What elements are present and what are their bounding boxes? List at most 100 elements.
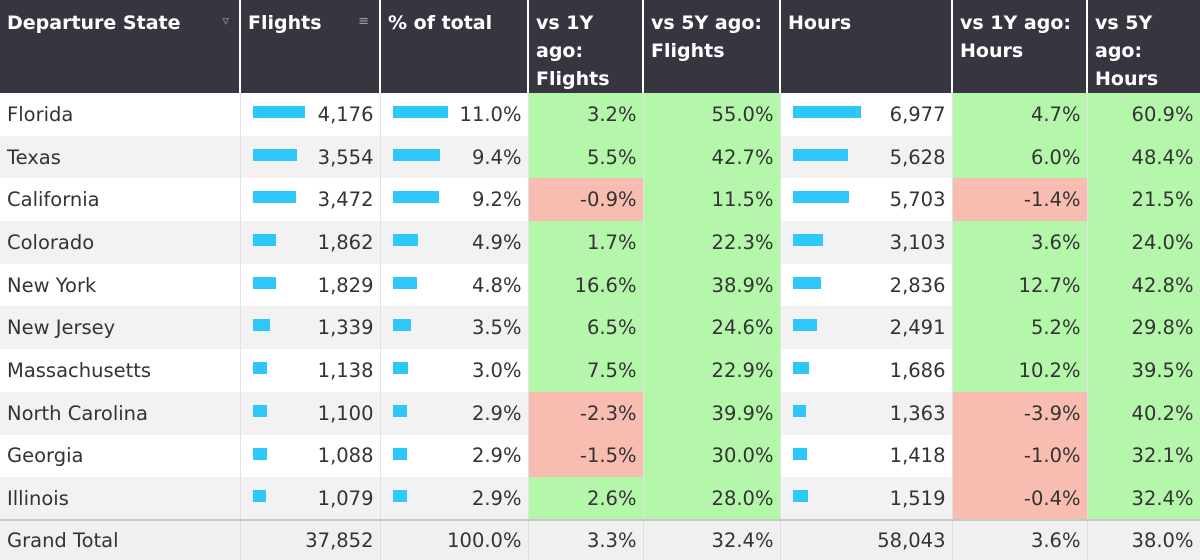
vs5y-flights-cell: 11.5% (643, 178, 781, 222)
data-bar (392, 490, 407, 503)
cell-value: 4.8% (471, 273, 522, 297)
vs5y-hours-cell: 29.8% (1087, 306, 1200, 350)
header-row: Departure State ▿ Flights ≡ % of total vs … (0, 0, 1200, 93)
vs1y-flights-cell: 16.6% (528, 263, 644, 307)
vs1y-hours-cell: -1.0% (952, 434, 1088, 478)
state-name: Florida (0, 93, 241, 136)
header-departure-state[interactable]: Departure State ▿ (0, 0, 241, 93)
flights-cell: 1,088 (240, 434, 381, 478)
header-pct-total[interactable]: % of total (380, 0, 529, 93)
vs5y-flights-cell: 42.7% (643, 135, 781, 179)
cell-value: 1,829 (317, 273, 374, 297)
vs1y-flights-cell: 3.2% (528, 93, 644, 136)
table-row[interactable]: California 3,472 9.2% -0.9% 11.5% 5,703 -1.4% 2… (0, 178, 1200, 222)
vs1y-hours-cell: 4.7% (952, 93, 1088, 136)
vs5y-flights-cell: 28.0% (643, 477, 781, 520)
pct-total-cell: 11.0% (380, 93, 529, 136)
hours-cell: 1,418 (780, 434, 953, 478)
data-bar (392, 447, 407, 460)
table-row[interactable]: Georgia 1,088 2.9% -1.5% 30.0% 1,418 -1.0% 32.1… (0, 434, 1200, 478)
table-row[interactable]: Colorado 1,862 4.9% 1.7% 22.3% 3,103 3.6% 24.0% (0, 221, 1200, 264)
header-hours[interactable]: Hours (780, 0, 953, 93)
grand-total-row: Grand Total 37,852 100.0% 3.3% 32.4% 58,… (0, 518, 1200, 560)
data-bar (392, 234, 418, 247)
data-bar (252, 276, 276, 289)
cell-value: 1,418 (889, 444, 946, 468)
vs1y-hours-cell: 12.7% (952, 263, 1088, 307)
header-vs1y-flights[interactable]: vs 1Y ago: Flights (528, 0, 644, 93)
vs1y-flights-cell: -0.9% (528, 178, 644, 222)
total-label: Grand Total (0, 518, 241, 560)
vs5y-flights-cell: 22.9% (643, 349, 781, 392)
vs5y-hours-cell: 39.5% (1087, 349, 1200, 392)
header-vs5y-hours[interactable]: vs 5Y ago: Hours (1087, 0, 1200, 93)
vs1y-flights-cell: -1.5% (528, 434, 644, 478)
table-row[interactable]: Florida 4,176 11.0% 3.2% 55.0% 6,977 4.7% 60.9% (0, 93, 1200, 136)
total-vs5y-flights: 32.4% (643, 518, 781, 560)
header-label: vs 1Y ago: Hours (960, 12, 1071, 62)
vs5y-hours-cell: 24.0% (1087, 221, 1200, 264)
vs1y-hours-cell: 10.2% (952, 349, 1088, 392)
vs5y-flights-cell: 30.0% (643, 434, 781, 478)
vs1y-flights-cell: 5.5% (528, 135, 644, 179)
data-bar (792, 276, 821, 289)
hours-cell: 2,491 (780, 306, 953, 350)
flights-cell: 1,100 (240, 391, 381, 435)
pct-total-cell: 2.9% (380, 391, 529, 435)
pct-total-cell: 3.0% (380, 349, 529, 392)
state-name: Colorado (0, 221, 241, 264)
cell-value: 3,472 (317, 188, 374, 212)
table-row[interactable]: Massachusetts 1,138 3.0% 7.5% 22.9% 1,686 10.2… (0, 349, 1200, 392)
table-row[interactable]: Illinois 1,079 2.9% 2.6% 28.0% 1,519 -0.4% 32.4… (0, 477, 1200, 520)
total-pct: 100.0% (380, 518, 529, 560)
header-flights[interactable]: Flights ≡ (240, 0, 381, 93)
state-name: Georgia (0, 434, 241, 478)
data-bar (792, 148, 848, 161)
cell-value: 1,363 (889, 401, 946, 425)
table-row[interactable]: North Carolina 1,100 2.9% -2.3% 39.9% 1,363 -3… (0, 391, 1200, 435)
hours-cell: 2,836 (780, 263, 953, 307)
table-row[interactable]: Texas 3,554 9.4% 5.5% 42.7% 5,628 6.0% 48.4% (0, 135, 1200, 179)
cell-value: 2.9% (471, 401, 522, 425)
cell-value: 3.0% (471, 358, 522, 382)
total-hours: 58,043 (780, 518, 953, 560)
hours-cell: 1,686 (780, 349, 953, 392)
state-name: Illinois (0, 477, 241, 520)
data-bar (252, 319, 270, 332)
state-name: New York (0, 263, 241, 307)
flights-cell: 1,339 (240, 306, 381, 350)
data-bar (392, 319, 411, 332)
vs5y-flights-cell: 22.3% (643, 221, 781, 264)
vs1y-flights-cell: 2.6% (528, 477, 644, 520)
vs1y-hours-cell: 3.6% (952, 221, 1088, 264)
cell-value: 2,836 (889, 273, 946, 297)
data-bar (792, 234, 823, 247)
cell-value: 2,491 (889, 316, 946, 340)
cell-value: 1,100 (317, 401, 374, 425)
cell-value: 1,079 (317, 486, 374, 510)
header-vs5y-flights[interactable]: vs 5Y ago: Flights (643, 0, 781, 93)
cell-value: 3,103 (889, 230, 946, 254)
hours-cell: 1,519 (780, 477, 953, 520)
table-row[interactable]: New York 1,829 4.8% 16.6% 38.9% 2,836 12.7% 42.… (0, 263, 1200, 307)
sort-descending-icon[interactable]: ≡ (358, 14, 369, 29)
total-vs1y-hours: 3.6% (952, 518, 1088, 560)
data-bar (392, 106, 448, 118)
table-row[interactable]: New Jersey 1,339 3.5% 6.5% 24.6% 2,491 5.2% 29.… (0, 306, 1200, 350)
total-flights: 37,852 (240, 518, 381, 560)
flights-cell: 1,079 (240, 477, 381, 520)
data-bar (392, 148, 440, 161)
flights-cell: 4,176 (240, 93, 381, 136)
header-vs1y-hours[interactable]: vs 1Y ago: Hours (952, 0, 1088, 93)
header-label: Departure State (7, 12, 181, 34)
cell-value: 1,686 (889, 358, 946, 382)
state-name: New Jersey (0, 306, 241, 350)
sort-filter-icon[interactable]: ▿ (222, 14, 229, 29)
data-bar (792, 404, 806, 417)
data-bar (792, 447, 807, 460)
cell-value: 11.0% (459, 102, 522, 126)
data-bar (792, 490, 808, 503)
cell-value: 1,519 (889, 486, 946, 510)
vs5y-flights-cell: 55.0% (643, 93, 781, 136)
data-bar (252, 490, 266, 503)
